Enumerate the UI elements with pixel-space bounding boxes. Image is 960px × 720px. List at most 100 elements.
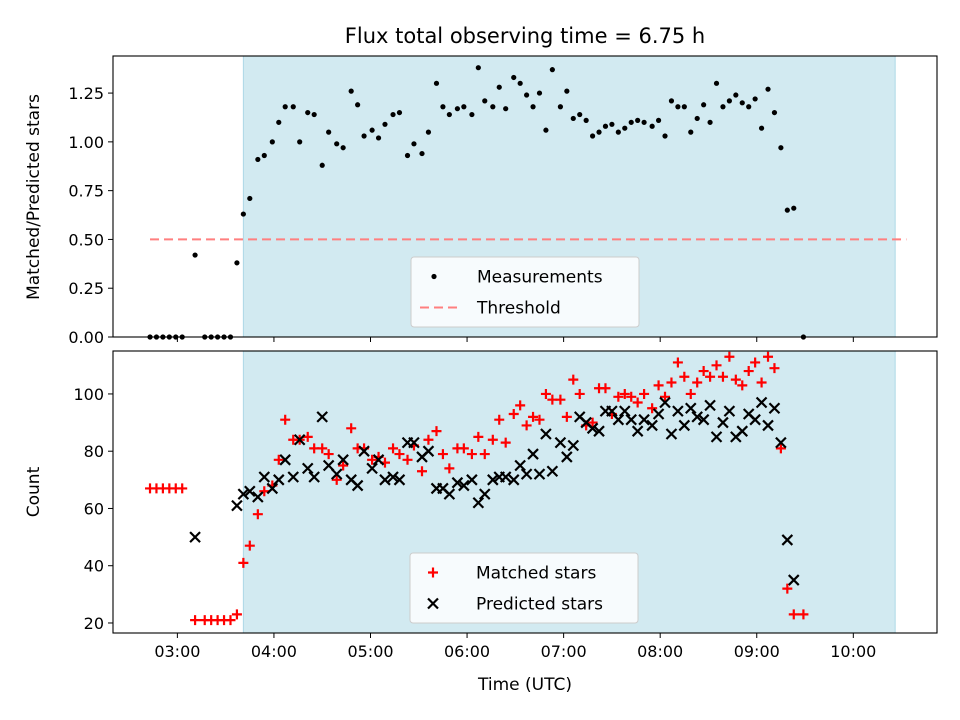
measurement-point	[234, 260, 240, 266]
predicted-point	[293, 433, 306, 446]
matched-point	[561, 411, 572, 422]
matched-point	[466, 449, 477, 460]
matched-point	[775, 443, 786, 454]
measurement-point	[791, 205, 797, 211]
measurement-point	[726, 98, 732, 104]
predicted-point	[408, 436, 420, 449]
matched-point	[711, 360, 722, 371]
y-tick-label: 0.50	[68, 230, 104, 249]
measurement-point	[694, 115, 700, 122]
measurement-point	[778, 145, 784, 151]
predicted-point	[387, 471, 399, 483]
legend-label: Matched stars	[476, 564, 596, 584]
matched-point	[280, 414, 291, 425]
matched-point	[574, 388, 585, 399]
matched-point	[534, 414, 545, 425]
measurement-point	[530, 104, 536, 110]
predicted-point	[567, 439, 580, 452]
matched-point	[238, 557, 249, 568]
measurement-point	[261, 152, 267, 159]
y-tick-label: 80	[84, 442, 104, 461]
predicted-point	[646, 419, 658, 432]
predicted-point	[472, 496, 485, 509]
measurement-point	[490, 104, 496, 110]
matched-point	[619, 388, 630, 399]
legend: Matched stars Predicted stars	[409, 552, 639, 624]
measurement-point	[390, 111, 396, 118]
predicted-point	[781, 534, 794, 546]
measurement-point	[784, 207, 790, 213]
measurement-point	[701, 102, 707, 108]
matched-point	[540, 388, 551, 399]
predicted-point	[366, 462, 378, 475]
measurement-point	[765, 86, 771, 92]
measurement-point	[655, 117, 662, 123]
measurement-point	[543, 127, 549, 133]
matched-point	[672, 357, 683, 368]
predicted-point	[612, 413, 625, 426]
measurement-point	[482, 98, 488, 104]
predicted-point	[258, 471, 271, 483]
measurement-point	[290, 104, 296, 110]
predicted-point	[619, 405, 631, 417]
predicted-point	[659, 396, 671, 409]
matched-point	[487, 434, 498, 445]
predicted-point	[372, 454, 385, 466]
x-tick-label: 06:00	[444, 642, 490, 661]
predicted-point	[554, 436, 567, 449]
count-panel: 20 40 60 80 100 03:00 04:00 05:00 06:00 07:00 08:0…	[73, 350, 938, 661]
matched-point	[698, 366, 709, 377]
matched-point	[331, 474, 342, 485]
matched-point	[798, 609, 809, 620]
predicted-point	[466, 474, 478, 486]
matched-point	[660, 391, 671, 402]
predicted-point	[672, 405, 684, 417]
measurement-point	[517, 80, 523, 86]
matched-point	[317, 443, 328, 454]
measurement-point	[340, 145, 346, 151]
measurement-point	[382, 121, 388, 127]
predicted-point	[723, 405, 736, 417]
legend-plus-icon	[428, 567, 438, 578]
predicted-point	[638, 413, 650, 426]
predicted-point	[422, 445, 435, 457]
matched-point	[750, 357, 761, 368]
measurement-point	[425, 129, 432, 135]
legend-label: Measurements	[477, 268, 603, 288]
measurement-point	[583, 117, 589, 123]
measurement-point	[577, 111, 583, 118]
matched-point	[769, 363, 780, 374]
matched-point	[666, 377, 677, 388]
matched-point	[639, 388, 650, 399]
plot-frame	[112, 350, 938, 634]
legend-x-icon	[427, 597, 439, 610]
measurement-point	[419, 150, 425, 157]
measurement-point	[668, 98, 675, 104]
measurement-point	[440, 104, 446, 110]
matched-point	[685, 388, 696, 399]
matched-point	[653, 380, 664, 391]
y-tick-label: 60	[84, 499, 104, 518]
x-axis-label: Time (UTC)	[477, 675, 572, 695]
measurement-point	[192, 252, 198, 258]
predicted-point	[749, 413, 761, 426]
y-tick-label: 20	[84, 614, 104, 633]
matched-point	[508, 408, 519, 419]
y-tick-label: 1.25	[68, 84, 104, 103]
matched-point	[679, 371, 690, 382]
matched-point	[444, 463, 455, 474]
predicted-point	[244, 485, 256, 498]
predicted-point	[710, 431, 723, 443]
measurement-point	[641, 119, 647, 125]
predicted-point	[316, 411, 328, 423]
x-tick-label: 05:00	[347, 642, 393, 661]
measurement-point	[503, 106, 509, 112]
matched-point	[788, 609, 799, 620]
matched-point	[423, 434, 434, 445]
matched-point	[437, 449, 448, 460]
legend-box	[409, 552, 639, 624]
matched-point	[431, 426, 442, 437]
predicted-point	[717, 416, 729, 429]
